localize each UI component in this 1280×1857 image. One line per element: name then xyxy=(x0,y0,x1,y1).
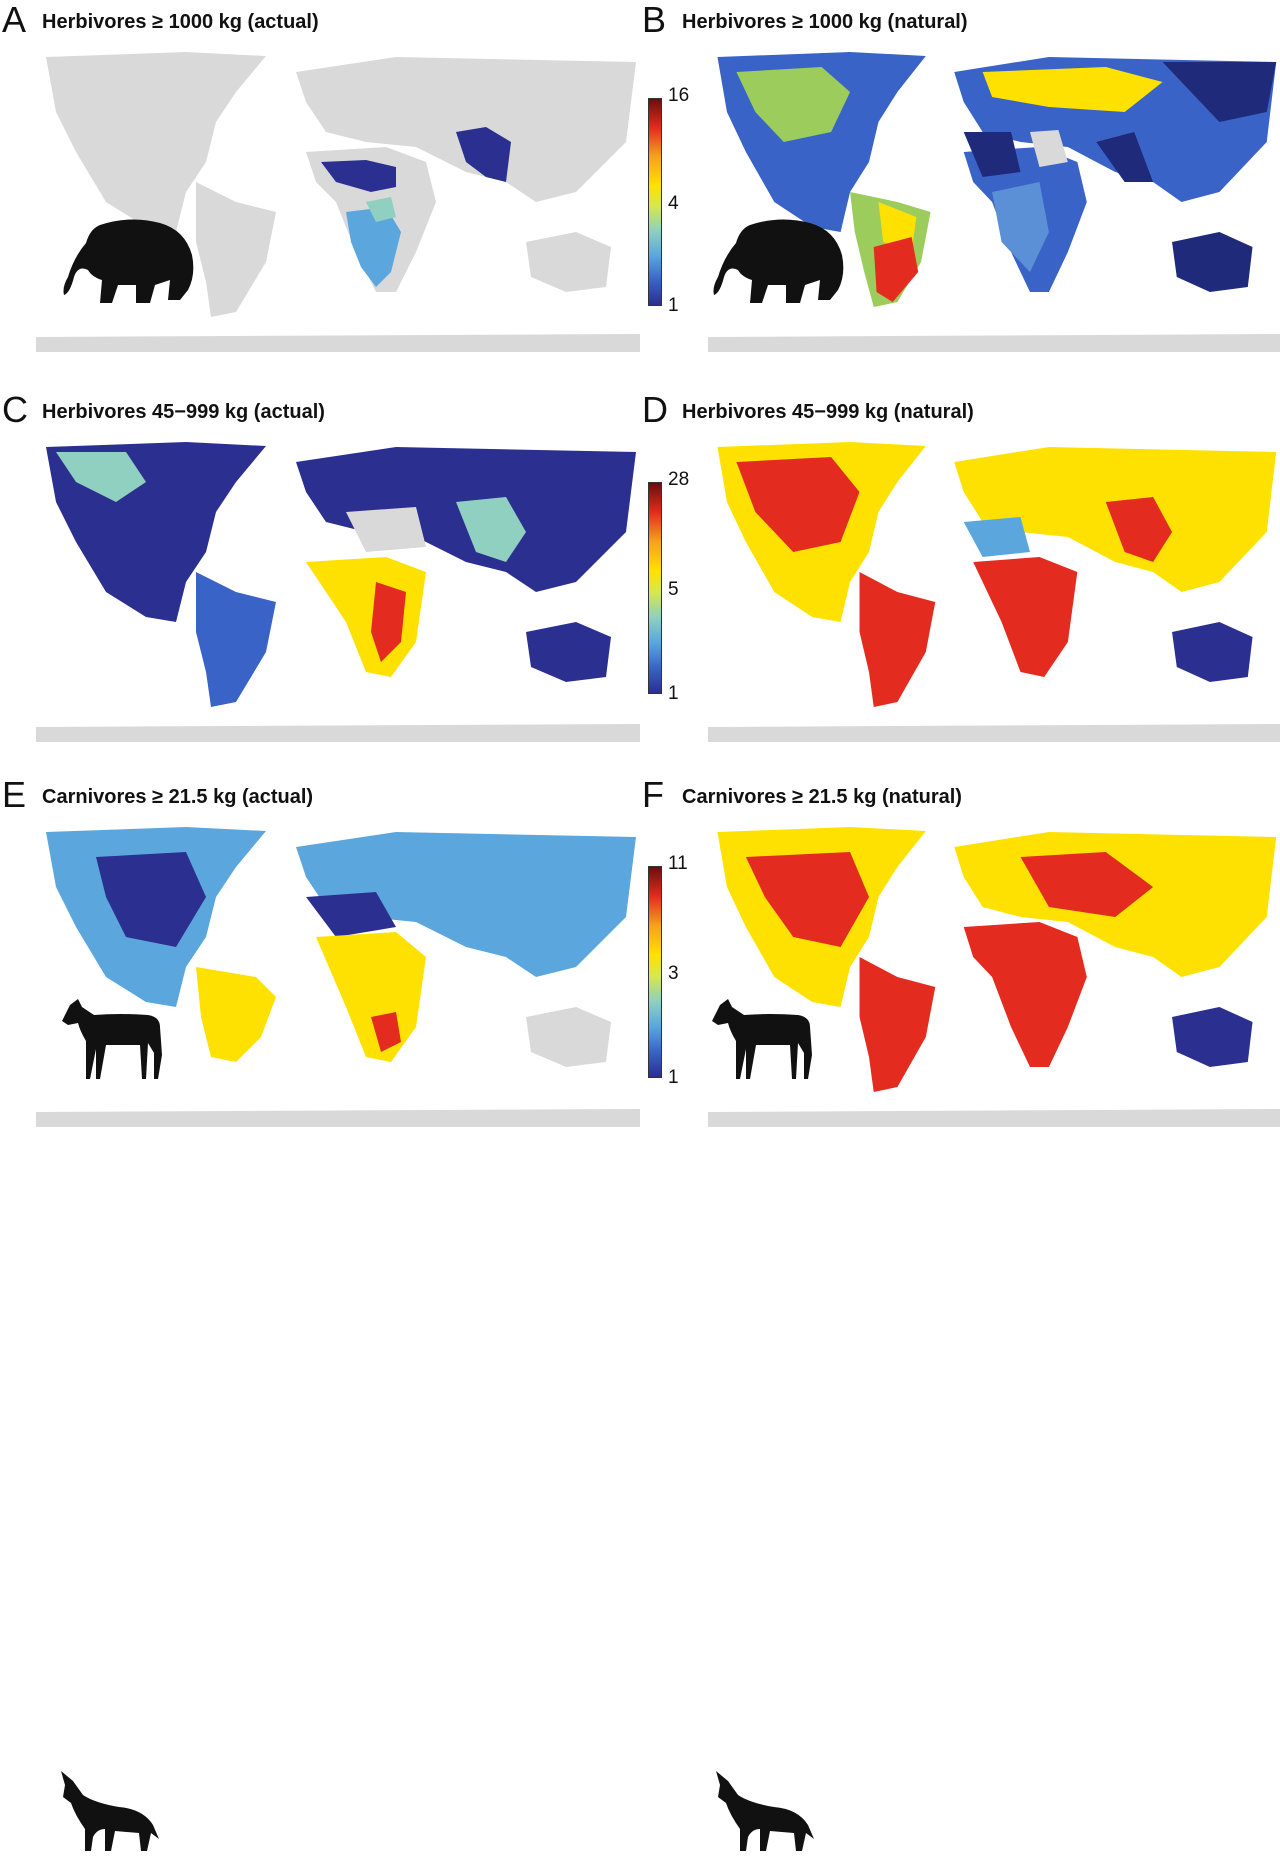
panel-title: Herbivores ≥ 1000 kg (natural) xyxy=(682,11,968,33)
colorbar-3: 11 3 1 xyxy=(648,854,688,1088)
panel-title: Herbivores ≥ 1000 kg (actual) xyxy=(42,11,319,33)
panel-title: Herbivores 45−999 kg (natural) xyxy=(682,401,974,423)
world-map xyxy=(708,52,1280,352)
panel-title: Carnivores ≥ 21.5 kg (natural) xyxy=(682,786,962,808)
colorbar-tick-top: 16 xyxy=(668,85,690,106)
colorbar-tick-mid: 3 xyxy=(668,962,679,984)
colorbar-2: 28 5 1 xyxy=(648,470,689,704)
colorbar-tick-top: 28 xyxy=(668,469,690,490)
panel-letter: F xyxy=(642,774,664,815)
panel-c: C Herbivores 45−999 kg (actual) xyxy=(0,389,640,1079)
world-map xyxy=(36,52,640,352)
colorbar-tick-mid: 5 xyxy=(668,578,679,600)
colorbar-gradient xyxy=(648,482,662,694)
panel-d: D Herbivores 45−999 kg (natural) xyxy=(640,389,1280,1079)
panel-letter: D xyxy=(642,389,668,430)
world-map xyxy=(36,827,640,1127)
panel-a: A Herbivores ≥ 1000 kg (actual) xyxy=(0,0,640,375)
panel-f: F Carnivores ≥ 21.5 kg (natural) xyxy=(640,774,1280,1851)
horse-icon xyxy=(712,999,812,1079)
wolf-icon xyxy=(61,1771,159,1851)
world-map xyxy=(36,442,640,742)
panel-letter: E xyxy=(2,774,27,815)
colorbar-tick-bottom: 1 xyxy=(668,683,679,704)
colorbar-gradient xyxy=(648,98,662,306)
panel-title: Herbivores 45−999 kg (actual) xyxy=(42,401,325,423)
world-map xyxy=(708,442,1280,742)
colorbar-tick-bottom: 1 xyxy=(668,1067,679,1088)
colorbar-tick-top: 11 xyxy=(668,853,688,874)
panel-letter: B xyxy=(642,0,667,40)
panel-title: Carnivores ≥ 21.5 kg (actual) xyxy=(42,786,314,808)
elephant-icon xyxy=(713,219,844,303)
colorbar-tick-mid: 4 xyxy=(668,192,679,214)
world-map xyxy=(708,827,1280,1127)
wolf-icon xyxy=(716,1771,814,1851)
horse-icon xyxy=(62,999,162,1079)
panel-b: B Herbivores ≥ 1000 kg (natural) xyxy=(640,0,1280,375)
panel-letter: A xyxy=(2,0,27,40)
colorbar-tick-bottom: 1 xyxy=(668,295,679,316)
panel-e: E Carnivores ≥ 21.5 kg (actual) xyxy=(0,774,640,1851)
colorbar-gradient xyxy=(648,866,662,1078)
panel-letter: C xyxy=(2,389,28,430)
colorbar-1: 16 4 1 xyxy=(648,86,689,316)
elephant-icon xyxy=(63,219,194,303)
